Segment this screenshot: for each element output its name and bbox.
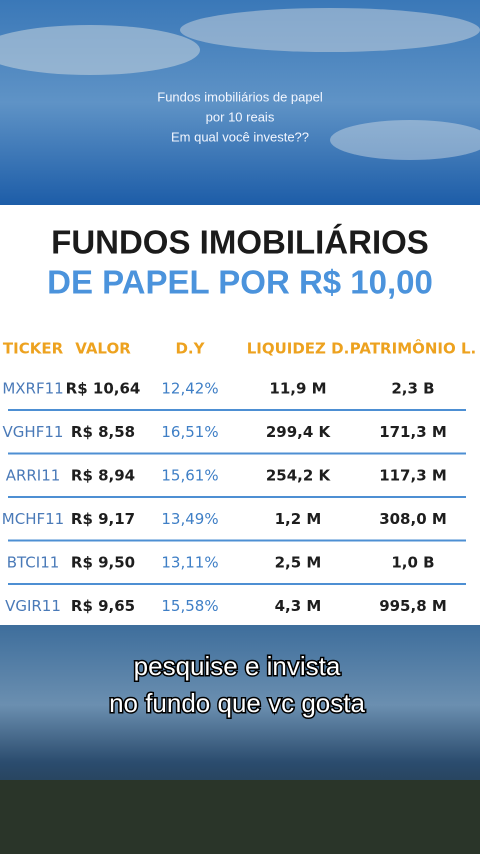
table-cell: 117,3 M	[379, 467, 447, 485]
title: DE PAPEL POR R$ 10,00	[47, 264, 433, 301]
column-header: PATRIMÔNIO L.	[350, 339, 476, 358]
overlay-text: Fundos imobiliários de papel	[157, 89, 323, 104]
cloud	[330, 120, 480, 160]
table-cell: R$ 8,58	[71, 423, 135, 441]
column-header: LIQUIDEZ D.	[247, 340, 350, 358]
column-header: D.Y	[175, 340, 205, 358]
table-cell: 308,0 M	[379, 510, 447, 528]
table-cell: VGHF11	[3, 423, 64, 441]
table-cell: MCHF11	[2, 510, 64, 528]
table-cell: 11,9 M	[269, 380, 326, 398]
cloud	[180, 8, 480, 52]
table-cell: 12,42%	[161, 380, 218, 398]
overlay-text: Em qual você investe??	[171, 129, 309, 144]
table-cell: 4,3 M	[275, 597, 322, 615]
table-cell: R$ 8,94	[71, 467, 135, 485]
table-cell: ARRI11	[6, 467, 61, 485]
ground	[0, 780, 480, 854]
title: FUNDOS IMOBILIÁRIOS	[51, 224, 429, 261]
table-cell: 995,8 M	[379, 597, 447, 615]
table-cell: 299,4 K	[266, 423, 332, 441]
table: TICKER VALOR D.Y LIQUIDEZ D. PATRIMÔNIO L. MX…	[2, 339, 476, 616]
table-cell: 15,58%	[161, 597, 218, 615]
table-cell: 15,61%	[161, 467, 218, 485]
table-cell: 1,0 B	[391, 554, 434, 572]
overlay-text: por 10 reais	[206, 109, 275, 124]
table-cell: 2,3 B	[391, 380, 434, 398]
column-header: TICKER	[3, 340, 64, 358]
caption: no fundo que vc gosta	[109, 688, 365, 718]
table-cell: R$ 9,65	[71, 597, 135, 615]
caption: pesquise e invista	[134, 651, 341, 681]
table-cell: 254,2 K	[266, 467, 332, 485]
cloud	[0, 25, 200, 75]
table-panel	[0, 205, 480, 625]
column-header: VALOR	[75, 340, 131, 358]
table-cell: R$ 9,17	[71, 510, 135, 528]
table-cell: 2,5 M	[275, 554, 322, 572]
table-cell: MXRF11	[2, 380, 63, 398]
table-cell: 1,2 M	[275, 510, 322, 528]
table-cell: R$ 9,50	[71, 554, 135, 572]
table-cell: 171,3 M	[379, 423, 447, 441]
table-cell: 13,11%	[161, 554, 218, 572]
table-cell: 16,51%	[161, 423, 218, 441]
table-cell: R$ 10,64	[66, 380, 141, 398]
table-cell: BTCI11	[7, 554, 60, 572]
table-cell: 13,49%	[161, 510, 218, 528]
table-cell: VGIR11	[5, 597, 61, 615]
